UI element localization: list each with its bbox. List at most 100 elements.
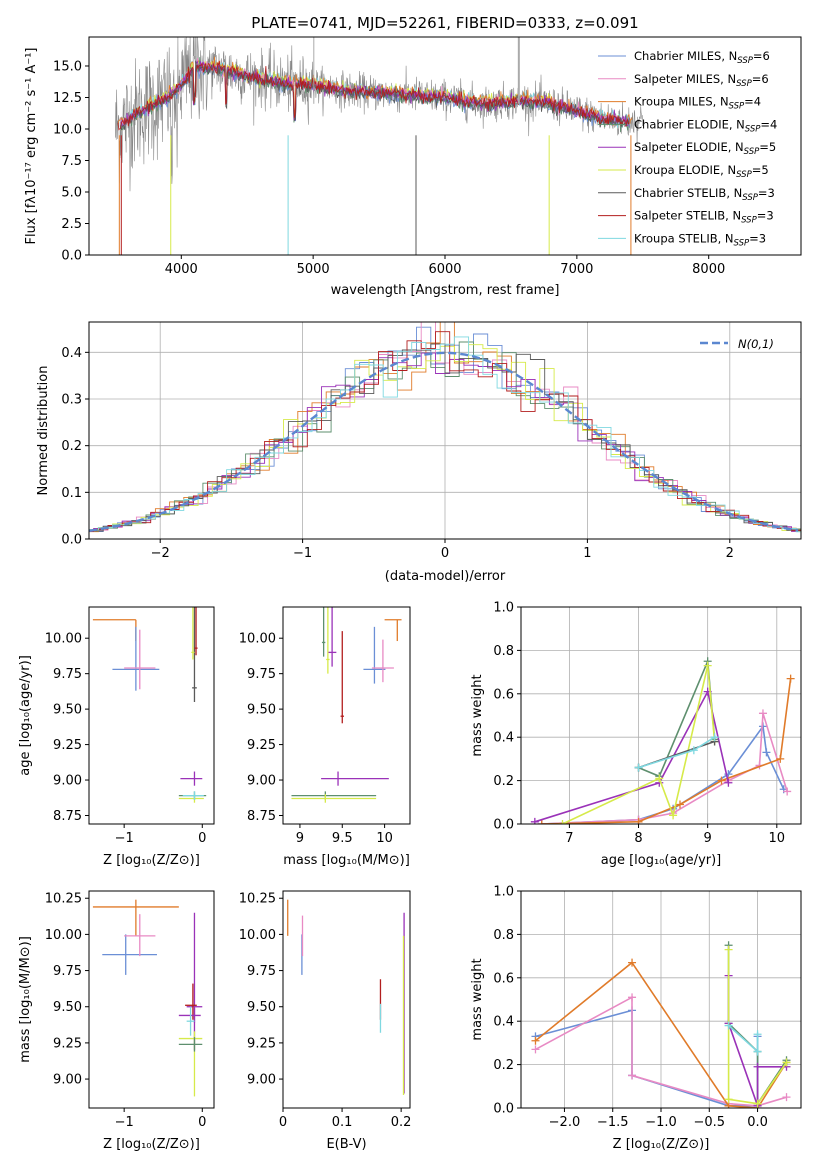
y-tick-label: 0.4 — [493, 1015, 514, 1030]
weight-marker — [776, 754, 785, 763]
x-tick-label: 1 — [583, 546, 591, 561]
legend-label: Salpeter STELIB, N — [634, 209, 741, 223]
legend-subscript: SSP — [737, 56, 753, 66]
x-axis-label: Z [log₁₀(Z/Z⊙)] — [613, 1137, 710, 1152]
x-tick-label: 0.0 — [747, 1115, 768, 1130]
y-tick-label: 10.00 — [239, 928, 276, 943]
legend-subscript: SSP — [736, 170, 752, 180]
legend-entry: Salpeter STELIB, NSSP=3 — [634, 209, 774, 226]
legend-entry: Kroupa MILES, NSSP=4 — [634, 95, 761, 112]
x-tick-label: −1 — [115, 831, 134, 846]
x-tick-label: 7000 — [560, 262, 593, 277]
legend-entry: N(0,1) — [738, 337, 774, 351]
x-tick-label: 7 — [565, 831, 573, 846]
y-tick-label: 9.75 — [53, 667, 82, 682]
y-tick-label: 9.50 — [53, 1000, 82, 1015]
y-tick-label: 9.25 — [247, 738, 276, 753]
weight-marker — [676, 800, 685, 809]
legend-entry: Chabrier ELODIE, NSSP=4 — [634, 117, 777, 134]
gaussian-curve — [89, 351, 799, 532]
weight-line-0 — [535, 1009, 759, 1107]
y-tick-label: 12.5 — [53, 91, 82, 106]
mass_vs_Z-panel: −1 0 9.00 9.25 9.50 9.75 10.00 10.25 — [45, 890, 215, 1130]
legend-entry: Chabrier STELIB, NSSP=3 — [634, 186, 775, 203]
weight-line-2 — [541, 678, 792, 824]
legend-entry: Chabrier MILES, NSSP=6 — [634, 49, 770, 66]
age_vs_mass-frame — [282, 606, 411, 825]
x-tick-label: 0.1 — [332, 1115, 353, 1130]
weight-marker — [531, 1036, 540, 1045]
x-tick-label: 8 — [634, 831, 642, 846]
weight-line-4 — [534, 689, 730, 823]
x-tick-label: 9 — [296, 831, 304, 846]
legend-entry: Salpeter ELODIE, NSSP=5 — [634, 140, 776, 157]
x-tick-label: −2.0 — [549, 1115, 581, 1130]
x-tick-label: −1 — [115, 1115, 134, 1130]
legend-label: Kroupa MILES, N — [634, 95, 729, 109]
weight-marker — [724, 945, 733, 954]
age_vs_Z-frame — [88, 606, 215, 825]
legend-count: =6 — [752, 72, 769, 86]
legend-subscript: SSP — [744, 147, 760, 157]
weight-marker — [758, 709, 767, 718]
histogram-step-8 — [89, 336, 801, 533]
histogram-step-6 — [89, 343, 801, 533]
y-tick-label: 1.0 — [493, 601, 514, 616]
spectrum-data-line — [115, 37, 643, 192]
x-tick-label: 0 — [279, 1115, 287, 1130]
y-tick-label: 9.50 — [53, 703, 82, 718]
y-tick-label: 0.4 — [493, 731, 514, 746]
weight-marker — [558, 820, 567, 824]
x-tick-label: −1.5 — [597, 1115, 629, 1130]
mass_vs_ebv-frame — [282, 890, 411, 1109]
chart-title: PLATE=0741, MJD=52261, FIBERID=0333, z=0… — [251, 14, 638, 32]
y-tick-label: 0.0 — [493, 1102, 514, 1117]
y-tick-label: 0.2 — [493, 1058, 514, 1073]
y-axis-label: mass weight — [470, 674, 485, 756]
age_vs_Z-plot-area — [92, 607, 207, 803]
weight-marker — [724, 1095, 733, 1104]
legend-subscript: SSP — [736, 79, 752, 89]
y-tick-label: 9.25 — [247, 1036, 276, 1051]
legend-entry: Kroupa STELIB, NSSP=3 — [634, 231, 766, 248]
y-tick-label: 0.2 — [493, 774, 514, 789]
y-tick-label: 10.00 — [45, 632, 82, 647]
legend-count: =5 — [752, 163, 769, 177]
legend-subscript: SSP — [742, 193, 758, 203]
weight-marker — [628, 1071, 637, 1080]
x-axis-label: Z [log₁₀(Z/Z⊙)] — [103, 853, 200, 868]
x-tick-label: 6000 — [428, 262, 461, 277]
weight-marker — [634, 763, 643, 772]
y-tick-label: 10.00 — [45, 928, 82, 943]
x-axis-label: (data-model)/error — [385, 569, 506, 584]
residuals-panel: −2 −1 0 1 2 0.0 0.1 0.2 0.3 0.4 — [61, 321, 802, 561]
x-tick-label: 5000 — [297, 262, 330, 277]
y-tick-label: 0.6 — [493, 687, 514, 702]
y-axis-label: mass [log₁₀(M/M⊙)] — [18, 936, 33, 1063]
spectrum-plot-area — [115, 37, 643, 255]
y-tick-label: 9.00 — [53, 774, 82, 789]
weight-marker — [531, 1045, 540, 1054]
x-axis-label: E(B-V) — [326, 1137, 366, 1152]
legend-label: Chabrier ELODIE, N — [634, 117, 745, 131]
weight-marker — [762, 748, 771, 757]
y-tick-label: 0.8 — [493, 928, 514, 943]
y-tick-label: 9.75 — [53, 964, 82, 979]
x-tick-label: 0 — [198, 831, 206, 846]
y-tick-label: 9.50 — [247, 1000, 276, 1015]
legend-count: =3 — [749, 231, 766, 245]
x-tick-label: −0.5 — [693, 1115, 725, 1130]
y-axis-label: Normed distribution — [36, 366, 51, 496]
model-line-7 — [117, 60, 630, 131]
legend-count: =6 — [753, 49, 770, 63]
weight-marker — [655, 774, 664, 783]
weight_vs_age-panel: 7 8 9 10 0.0 0.2 0.4 0.6 0.8 1.0 — [493, 601, 802, 846]
y-tick-label: 1.0 — [493, 885, 514, 900]
y-tick-label: 5.0 — [61, 185, 82, 200]
x-tick-label: 0 — [198, 1115, 206, 1130]
weight-marker — [724, 778, 733, 787]
weight_vs_Z-panel: −2.0 −1.5 −1.0 −0.5 0.0 0.0 0.2 0.4 0.6 0.8 1.0 — [493, 885, 802, 1130]
legend-label: Salpeter ELODIE, N — [634, 140, 744, 154]
weight-marker — [530, 817, 539, 824]
